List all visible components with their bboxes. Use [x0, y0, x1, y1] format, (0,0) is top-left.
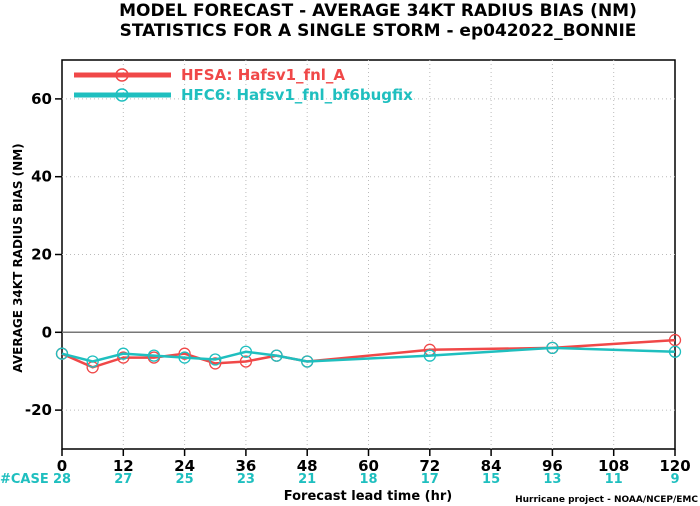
x-axis-label: Forecast lead time (hr)	[284, 489, 452, 504]
y-axis-label: AVERAGE 34KT RADIUS BIAS (NM)	[11, 143, 25, 372]
data-point-0	[117, 351, 130, 364]
x-tick-label: 108	[598, 457, 629, 475]
case-count: 17	[421, 472, 439, 487]
legend-label-hfc6: HFC6: Hafsv1_fnl_bf6bugfix	[181, 86, 413, 104]
data-point-0	[668, 333, 682, 347]
case-count: 23	[237, 472, 255, 487]
y-tick-label: 40	[31, 168, 52, 186]
x-tick-label: 48	[297, 457, 318, 475]
legend-marker-hfsa	[115, 68, 129, 82]
legend-label-hfsa: HFSA: Hafsv1_fnl_A	[181, 66, 345, 84]
x-tick-label: 84	[481, 457, 502, 475]
x-tick-label: 120	[659, 457, 690, 475]
data-point-1	[546, 341, 559, 355]
y-tick-label: -20	[25, 401, 52, 419]
x-axis-ticks: 0 12 24 36 48 60 72 84 96 108 120	[57, 449, 691, 475]
case-count: 28	[53, 472, 71, 487]
x-tick-label: 12	[113, 457, 134, 475]
data-point-1	[55, 347, 69, 360]
data-point-1	[668, 345, 682, 358]
x-tick-label: 0	[57, 457, 67, 475]
x-tick-label: 24	[174, 457, 195, 475]
data-point-1	[239, 345, 253, 358]
case-label: #CASE	[0, 472, 49, 487]
data-point-1	[301, 355, 314, 368]
case-count: 15	[482, 472, 500, 487]
x-tick-label: 60	[358, 457, 379, 475]
credit-text: Hurricane project - NOAA/NCEP/EMC	[515, 495, 698, 505]
case-count: 11	[605, 472, 623, 487]
data-point-1	[86, 355, 99, 368]
case-count: 18	[359, 472, 377, 487]
case-count: 21	[298, 472, 316, 487]
series-layer	[55, 333, 682, 374]
data-point-0	[239, 355, 253, 368]
x-tick-label: 72	[419, 457, 440, 475]
case-count: 25	[176, 472, 194, 487]
y-tick-label: 0	[42, 323, 52, 341]
case-count: 9	[670, 472, 679, 487]
x-tick-label: 36	[235, 457, 256, 475]
data-point-1	[270, 349, 283, 362]
plot-frame	[61, 59, 676, 450]
legend: HFSA: Hafsv1_fnl_A HFC6: Hafsv1_fnl_bf6b…	[74, 66, 413, 104]
data-point-1	[117, 347, 130, 360]
y-axis-ticks: 60 40 20 0 -20	[25, 90, 62, 419]
y-tick-label: 60	[31, 90, 52, 108]
data-point-1	[178, 351, 191, 364]
data-point-1	[209, 353, 222, 366]
x-tick-label: 96	[542, 457, 563, 475]
y-tick-label: 20	[31, 246, 52, 264]
case-count: 27	[114, 472, 132, 487]
chart-subtitle: STATISTICS FOR A SINGLE STORM - ep042022…	[120, 21, 637, 41]
data-point-1	[147, 349, 161, 362]
chart-title: MODEL FORECAST - AVERAGE 34KT RADIUS BIA…	[119, 1, 637, 21]
legend-marker-hfc6	[115, 88, 129, 102]
data-point-0	[178, 347, 191, 360]
data-point-0	[209, 357, 222, 370]
case-counts: 28 27 25 23 21 18 17 15 13 11 9	[53, 472, 680, 487]
data-point-1	[423, 349, 436, 362]
grid-lines	[62, 60, 675, 449]
case-count: 13	[543, 472, 561, 487]
